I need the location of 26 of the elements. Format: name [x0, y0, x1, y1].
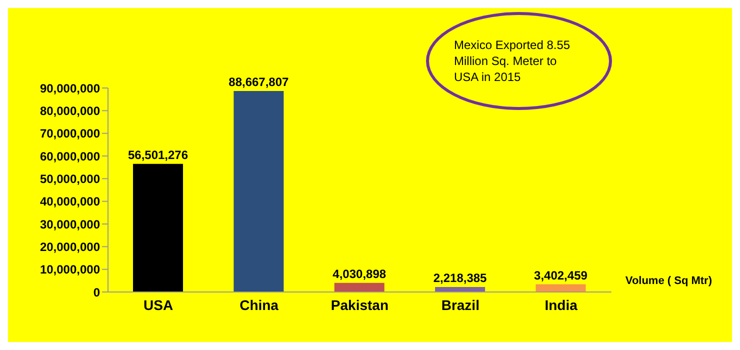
data-label: 88,667,807 [228, 75, 290, 90]
bar [536, 284, 586, 292]
y-tick-label: 10,000,000 [40, 262, 100, 277]
x-tick-label: USA [144, 296, 174, 313]
y-tick-label: 40,000,000 [40, 194, 100, 209]
y-tick-label: 90,000,000 [40, 81, 100, 96]
text: Volume ( Sq Mtr) [625, 275, 712, 287]
y-tick-label: 20,000,000 [40, 240, 100, 254]
bar [334, 282, 384, 292]
data-label: 56,501,276 [128, 148, 188, 162]
y-tick-label: 50,000,000 [40, 172, 100, 186]
y-tick-label: 30,000,000 [40, 217, 100, 232]
x-tick-label: India [544, 296, 578, 313]
data-label: 3,402,459 [534, 268, 588, 282]
x-tick-label: Brazil [441, 296, 480, 313]
bar [234, 91, 284, 292]
x-tick-label: China [240, 296, 279, 313]
data-label: 4,030,898 [332, 266, 386, 281]
y-tick-label: 0 [93, 285, 100, 300]
y-tick-label: 70,000,000 [40, 126, 100, 141]
y-tick-label: 60,000,000 [40, 149, 100, 164]
bar [133, 164, 183, 292]
y-tick-label: 80,000,000 [40, 104, 100, 118]
data-label: 2,218,385 [433, 270, 488, 285]
cloud-shape: Mexico Exported 8.55 Million Sq. Meter to USA in 2015 [426, 12, 612, 110]
x-tick-label: Pakistan [330, 296, 389, 313]
